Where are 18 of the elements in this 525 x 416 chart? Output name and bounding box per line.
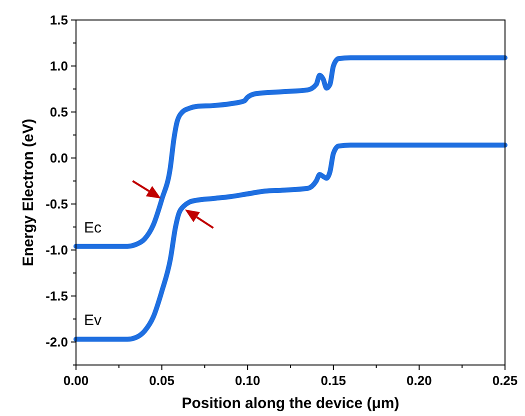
y-tick-label: -0.5 <box>46 196 68 212</box>
x-axis-title: Position along the device (μm) <box>182 395 400 412</box>
y-tick-label: 1.5 <box>50 12 68 28</box>
y-tick-label: 0.5 <box>50 104 68 120</box>
x-tick-label: 0.15 <box>320 373 346 388</box>
y-axis-title: Energy Electron (eV) <box>20 118 37 266</box>
series-label: Ev <box>84 312 102 330</box>
x-tick-label: 0.00 <box>63 373 89 388</box>
y-tick-label: -2.0 <box>46 334 68 350</box>
x-tick-label: 0.10 <box>234 373 260 388</box>
y-tick-label: -1.0 <box>46 242 68 258</box>
y-tick-label: 1.0 <box>50 58 68 74</box>
series-label: Ec <box>84 219 102 236</box>
x-tick-label: 0.05 <box>149 373 174 388</box>
x-tick-label: 0.25 <box>492 373 518 388</box>
y-tick-label: 0.0 <box>50 150 68 166</box>
y-tick-label: -1.5 <box>46 288 68 304</box>
x-tick-label: 0.20 <box>406 373 432 388</box>
